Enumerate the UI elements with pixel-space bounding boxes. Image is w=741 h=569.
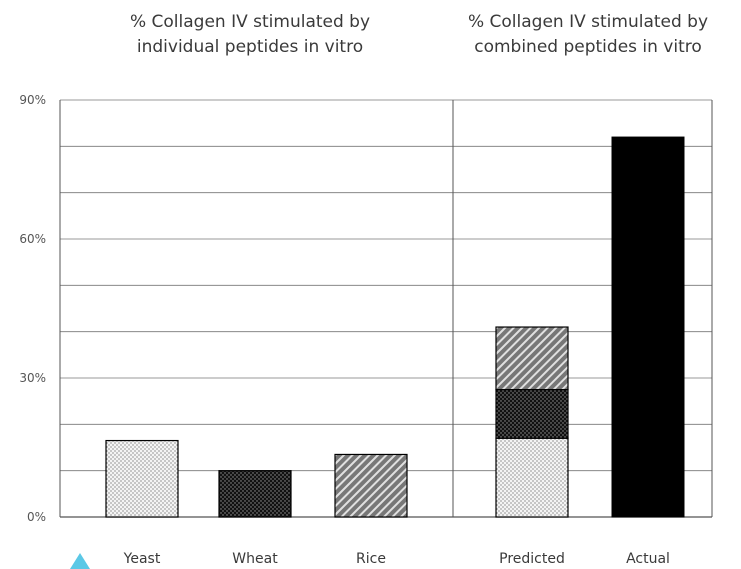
left-title-line-2: individual peptides in vitro [136, 37, 364, 57]
y-tick-label: 30% [19, 371, 46, 385]
bar-predicted-wheat [495, 388, 569, 439]
y-tick-label: 90% [19, 93, 46, 107]
bar-rice [334, 453, 408, 518]
bars [105, 136, 685, 518]
right-panel-title: % Collagen IV stimulated by combined pep… [438, 10, 738, 60]
y-tick-label: 60% [19, 232, 46, 246]
bar-predicted-rice [495, 326, 569, 391]
x-tick-label: Wheat [232, 551, 278, 566]
bar-predicted-yeast [495, 437, 569, 518]
y-tick-label: 0% [27, 510, 46, 524]
labels: 0% 30% 60% 90% Yeast Wheat Rice Predicted Actual [19, 93, 670, 566]
x-tick-label: Yeast [123, 551, 161, 566]
bar-wheat [218, 470, 292, 518]
gridlines [60, 99, 712, 472]
left-title-line-1: % Collagen IV stimulated by [129, 12, 371, 32]
x-tick-label: Actual [626, 551, 670, 566]
right-title-line-1: % Collagen IV stimulated by [467, 12, 709, 32]
bar-actual [611, 136, 685, 518]
x-tick-label: Rice [356, 551, 386, 566]
bar-yeast [105, 439, 179, 518]
x-tick-label: Predicted [499, 551, 565, 566]
left-panel-title: % Collagen IV stimulated by individual p… [40, 10, 460, 60]
right-title-line-2: combined peptides in vitro [474, 37, 702, 57]
triangle-marker-icon [70, 553, 90, 569]
